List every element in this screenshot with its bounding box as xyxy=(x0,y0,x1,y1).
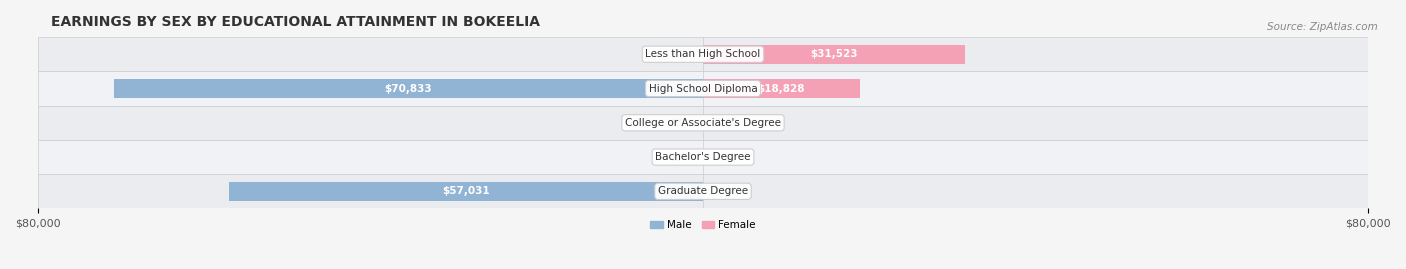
Bar xyxy=(38,71,1368,106)
Text: $0: $0 xyxy=(669,49,682,59)
Text: Bachelor's Degree: Bachelor's Degree xyxy=(655,152,751,162)
Bar xyxy=(38,37,1368,71)
Bar xyxy=(229,182,703,201)
Bar xyxy=(114,79,703,98)
Legend: Male, Female: Male, Female xyxy=(645,216,761,234)
Text: High School Diploma: High School Diploma xyxy=(648,83,758,94)
Text: $0: $0 xyxy=(669,118,682,128)
Text: Source: ZipAtlas.com: Source: ZipAtlas.com xyxy=(1267,22,1378,31)
Text: $57,031: $57,031 xyxy=(441,186,489,196)
Text: Less than High School: Less than High School xyxy=(645,49,761,59)
Bar xyxy=(703,45,965,64)
Bar xyxy=(38,174,1368,208)
Text: $31,523: $31,523 xyxy=(810,49,858,59)
Text: $0: $0 xyxy=(724,152,737,162)
Bar xyxy=(38,106,1368,140)
Text: College or Associate's Degree: College or Associate's Degree xyxy=(626,118,780,128)
Text: $0: $0 xyxy=(724,186,737,196)
Bar xyxy=(38,140,1368,174)
Text: $18,828: $18,828 xyxy=(758,83,806,94)
Text: $0: $0 xyxy=(669,152,682,162)
Bar xyxy=(703,79,859,98)
Text: EARNINGS BY SEX BY EDUCATIONAL ATTAINMENT IN BOKEELIA: EARNINGS BY SEX BY EDUCATIONAL ATTAINMEN… xyxy=(51,15,540,29)
Text: Graduate Degree: Graduate Degree xyxy=(658,186,748,196)
Text: $0: $0 xyxy=(724,118,737,128)
Text: $70,833: $70,833 xyxy=(385,83,432,94)
